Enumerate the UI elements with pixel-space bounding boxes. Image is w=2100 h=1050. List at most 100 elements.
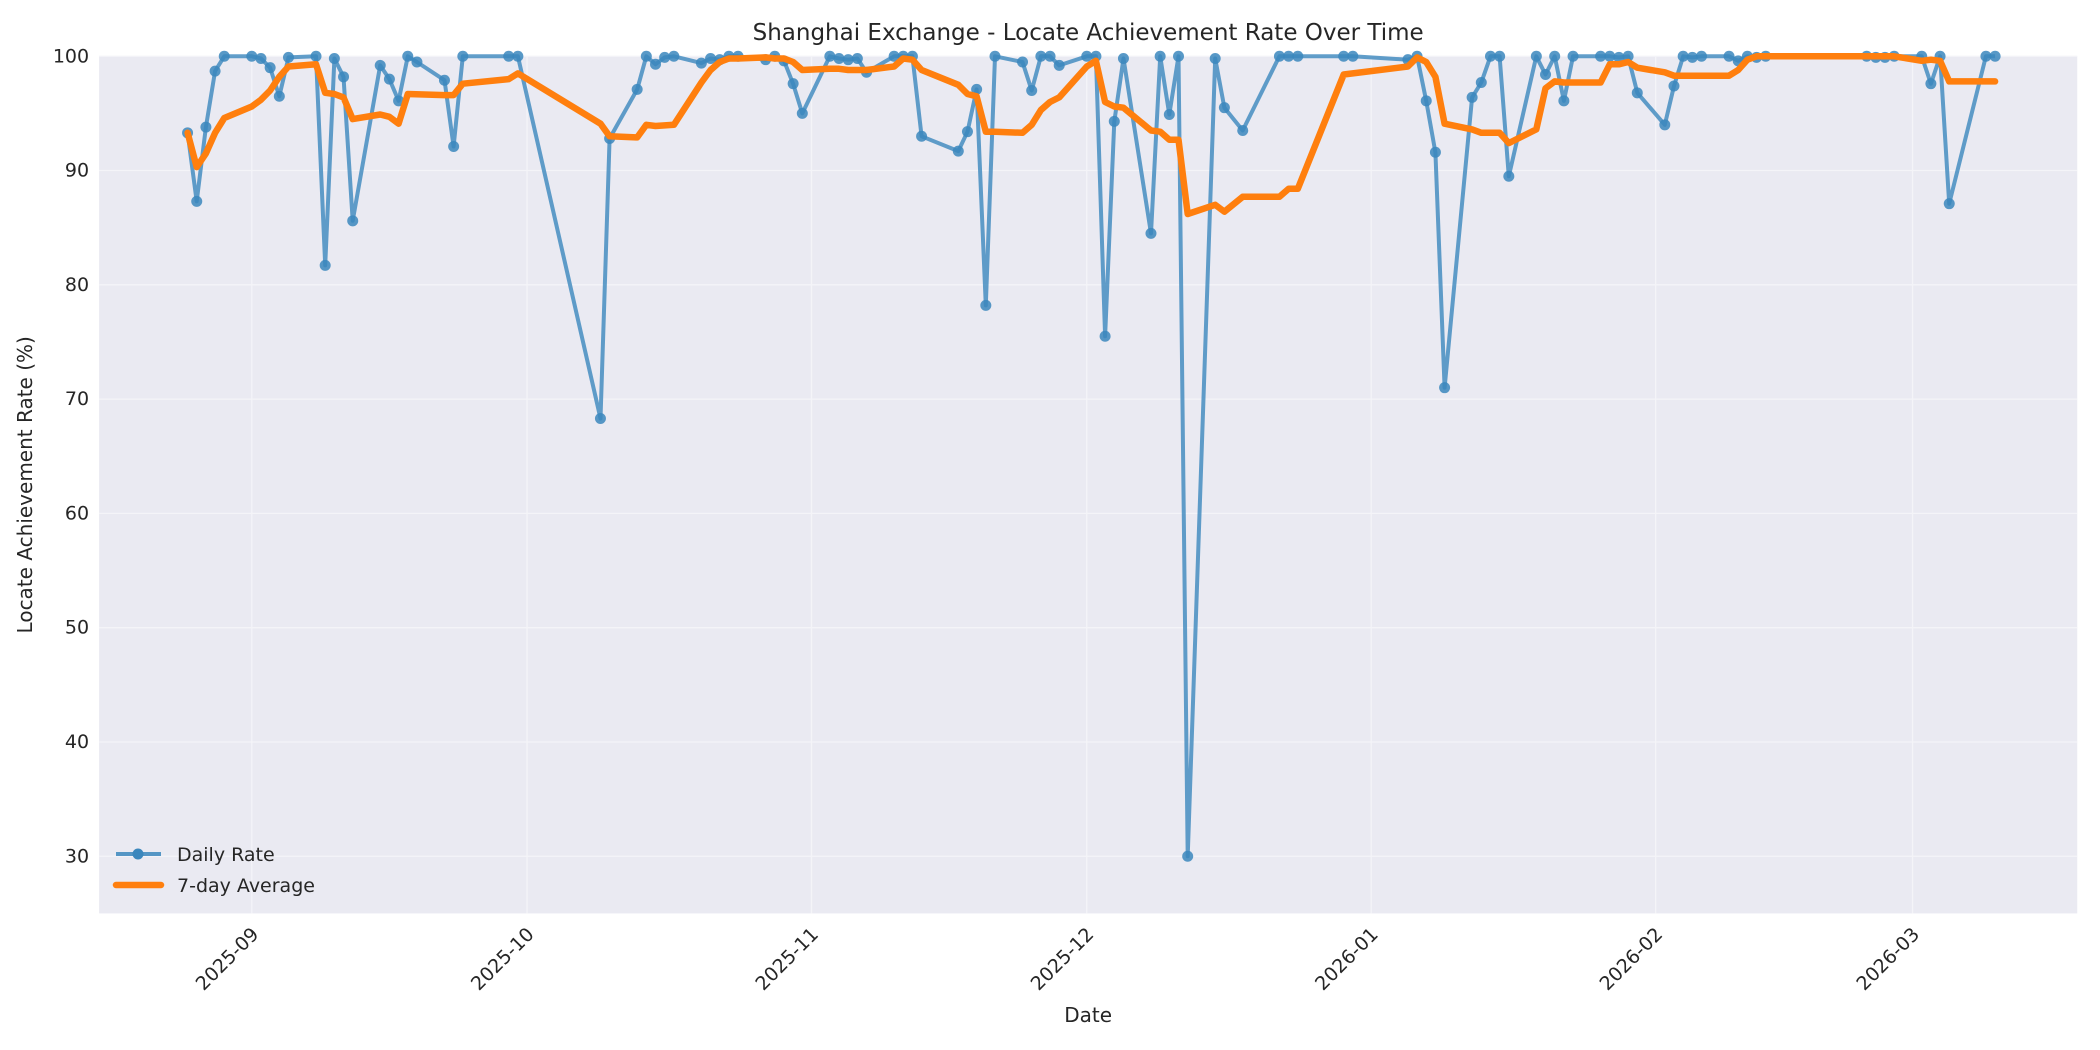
daily-rate-point	[1035, 50, 1047, 62]
daily-rate-point	[989, 50, 1001, 62]
daily-rate-point	[916, 130, 928, 142]
daily-rate-point	[668, 50, 680, 62]
daily-rate-point	[1218, 102, 1230, 114]
daily-rate-point	[1475, 77, 1487, 89]
daily-rate-point	[1182, 850, 1194, 862]
daily-rate-point	[191, 195, 203, 207]
daily-rate-point	[1053, 59, 1065, 71]
daily-rate-point	[1540, 69, 1552, 81]
daily-rate-point	[1044, 50, 1056, 62]
daily-rate-point	[1145, 227, 1157, 239]
legend-item-7-day-average: 7-day Average	[112, 875, 315, 897]
daily-rate-point	[319, 259, 331, 271]
y-tick-label: 90	[65, 160, 89, 182]
daily-rate-point	[1613, 51, 1625, 63]
legend-item-daily-rate: Daily Rate	[116, 844, 275, 866]
daily-rate-point	[503, 50, 515, 62]
daily-rate-point	[1347, 50, 1359, 62]
daily-rate-point	[374, 59, 386, 71]
daily-rate-point	[1595, 50, 1607, 62]
daily-rate-point	[264, 62, 276, 74]
daily-rate-point	[438, 74, 450, 86]
daily-rate-point	[1503, 170, 1515, 182]
x-tick-label: 2025-09	[192, 923, 264, 995]
daily-rate-point	[1631, 87, 1643, 99]
daily-rate-point	[218, 50, 230, 62]
x-tick-label: 2026-02	[1595, 923, 1667, 995]
daily-rate-point	[1558, 95, 1570, 107]
daily-rate-point	[310, 50, 322, 62]
daily-rate-point	[787, 78, 799, 90]
daily-rate-marker-icon	[132, 848, 144, 860]
daily-rate-point	[1466, 91, 1478, 103]
daily-rate-point	[411, 56, 423, 68]
daily-rate-point	[1484, 50, 1496, 62]
7-day-average-line	[184, 53, 1999, 218]
daily-rate-point	[255, 53, 267, 65]
daily-rate-point	[1154, 50, 1166, 62]
daily-rate-point	[273, 90, 285, 102]
daily-rate-point	[888, 50, 900, 62]
daily-rate-point	[200, 121, 212, 133]
daily-rate-point	[282, 51, 294, 63]
daily-rate-point	[246, 50, 258, 62]
daily-rate-point	[640, 50, 652, 62]
daily-rate-point	[1980, 50, 1992, 62]
daily-rate-point	[1668, 80, 1680, 92]
daily-rate-point	[1283, 50, 1295, 62]
daily-rate-point	[1173, 50, 1185, 62]
daily-rate-point	[796, 107, 808, 119]
daily-rate-point	[705, 53, 717, 65]
y-tick-label: 40	[65, 731, 89, 753]
daily-rate-point	[338, 71, 350, 83]
y-axis-label: Locate Achievement Rate (%)	[13, 336, 37, 633]
daily-rate-point	[1026, 85, 1038, 97]
legend-label-7-day-average: 7-day Average	[177, 875, 315, 897]
daily-rate-point	[695, 57, 707, 69]
x-tick-label: 2026-01	[1311, 923, 1383, 995]
daily-rate-point	[961, 126, 973, 138]
y-tick-label: 70	[65, 388, 89, 410]
daily-rate-point	[1338, 50, 1350, 62]
daily-rate-point	[1989, 50, 2001, 62]
daily-rate-point	[402, 50, 414, 62]
x-tick-label: 2025-12	[1027, 923, 1099, 995]
x-axis-ticks: 2025-09 2025-10 2025-11 2025-12 2026-01 2026-…	[192, 923, 1924, 995]
x-axis-label: Date	[1064, 1003, 1112, 1027]
daily-rate-point	[971, 83, 983, 95]
y-tick-label: 30	[65, 845, 89, 867]
daily-rate-point	[851, 53, 863, 65]
x-tick-label: 2025-11	[751, 923, 823, 995]
daily-rate-point	[383, 73, 395, 85]
y-tick-label: 100	[53, 45, 89, 67]
daily-rate-point	[328, 53, 340, 65]
daily-rate-point	[650, 58, 662, 70]
daily-rate-point	[1622, 50, 1634, 62]
daily-rate-point	[1017, 56, 1029, 68]
daily-rate-point	[393, 95, 405, 107]
daily-rate-point	[631, 83, 643, 95]
daily-rate-point	[1292, 50, 1304, 62]
daily-rate-point	[594, 413, 606, 425]
y-tick-label: 80	[65, 274, 89, 296]
daily-rate-point	[1659, 119, 1671, 131]
daily-rate-point	[448, 141, 460, 153]
daily-rate-point	[1237, 125, 1249, 137]
daily-rate-point	[512, 50, 524, 62]
y-axis-ticks: 30 40 50 60 70 80 90 100	[53, 45, 89, 867]
y-tick-label: 50	[65, 617, 89, 639]
daily-rate-point	[1429, 146, 1441, 158]
plot-area	[99, 56, 2078, 914]
daily-rate-point	[1696, 50, 1708, 62]
daily-rate-point	[833, 53, 845, 65]
daily-rate-point	[659, 51, 671, 63]
daily-rate-point	[1081, 50, 1093, 62]
x-tick-label: 2026-03	[1852, 923, 1924, 995]
grid-lines	[99, 55, 2078, 914]
daily-rate-point	[1925, 78, 1937, 90]
daily-rate-point	[1604, 50, 1616, 62]
legend: Daily Rate 7-day Average	[112, 844, 315, 897]
daily-rate-point	[1530, 50, 1542, 62]
